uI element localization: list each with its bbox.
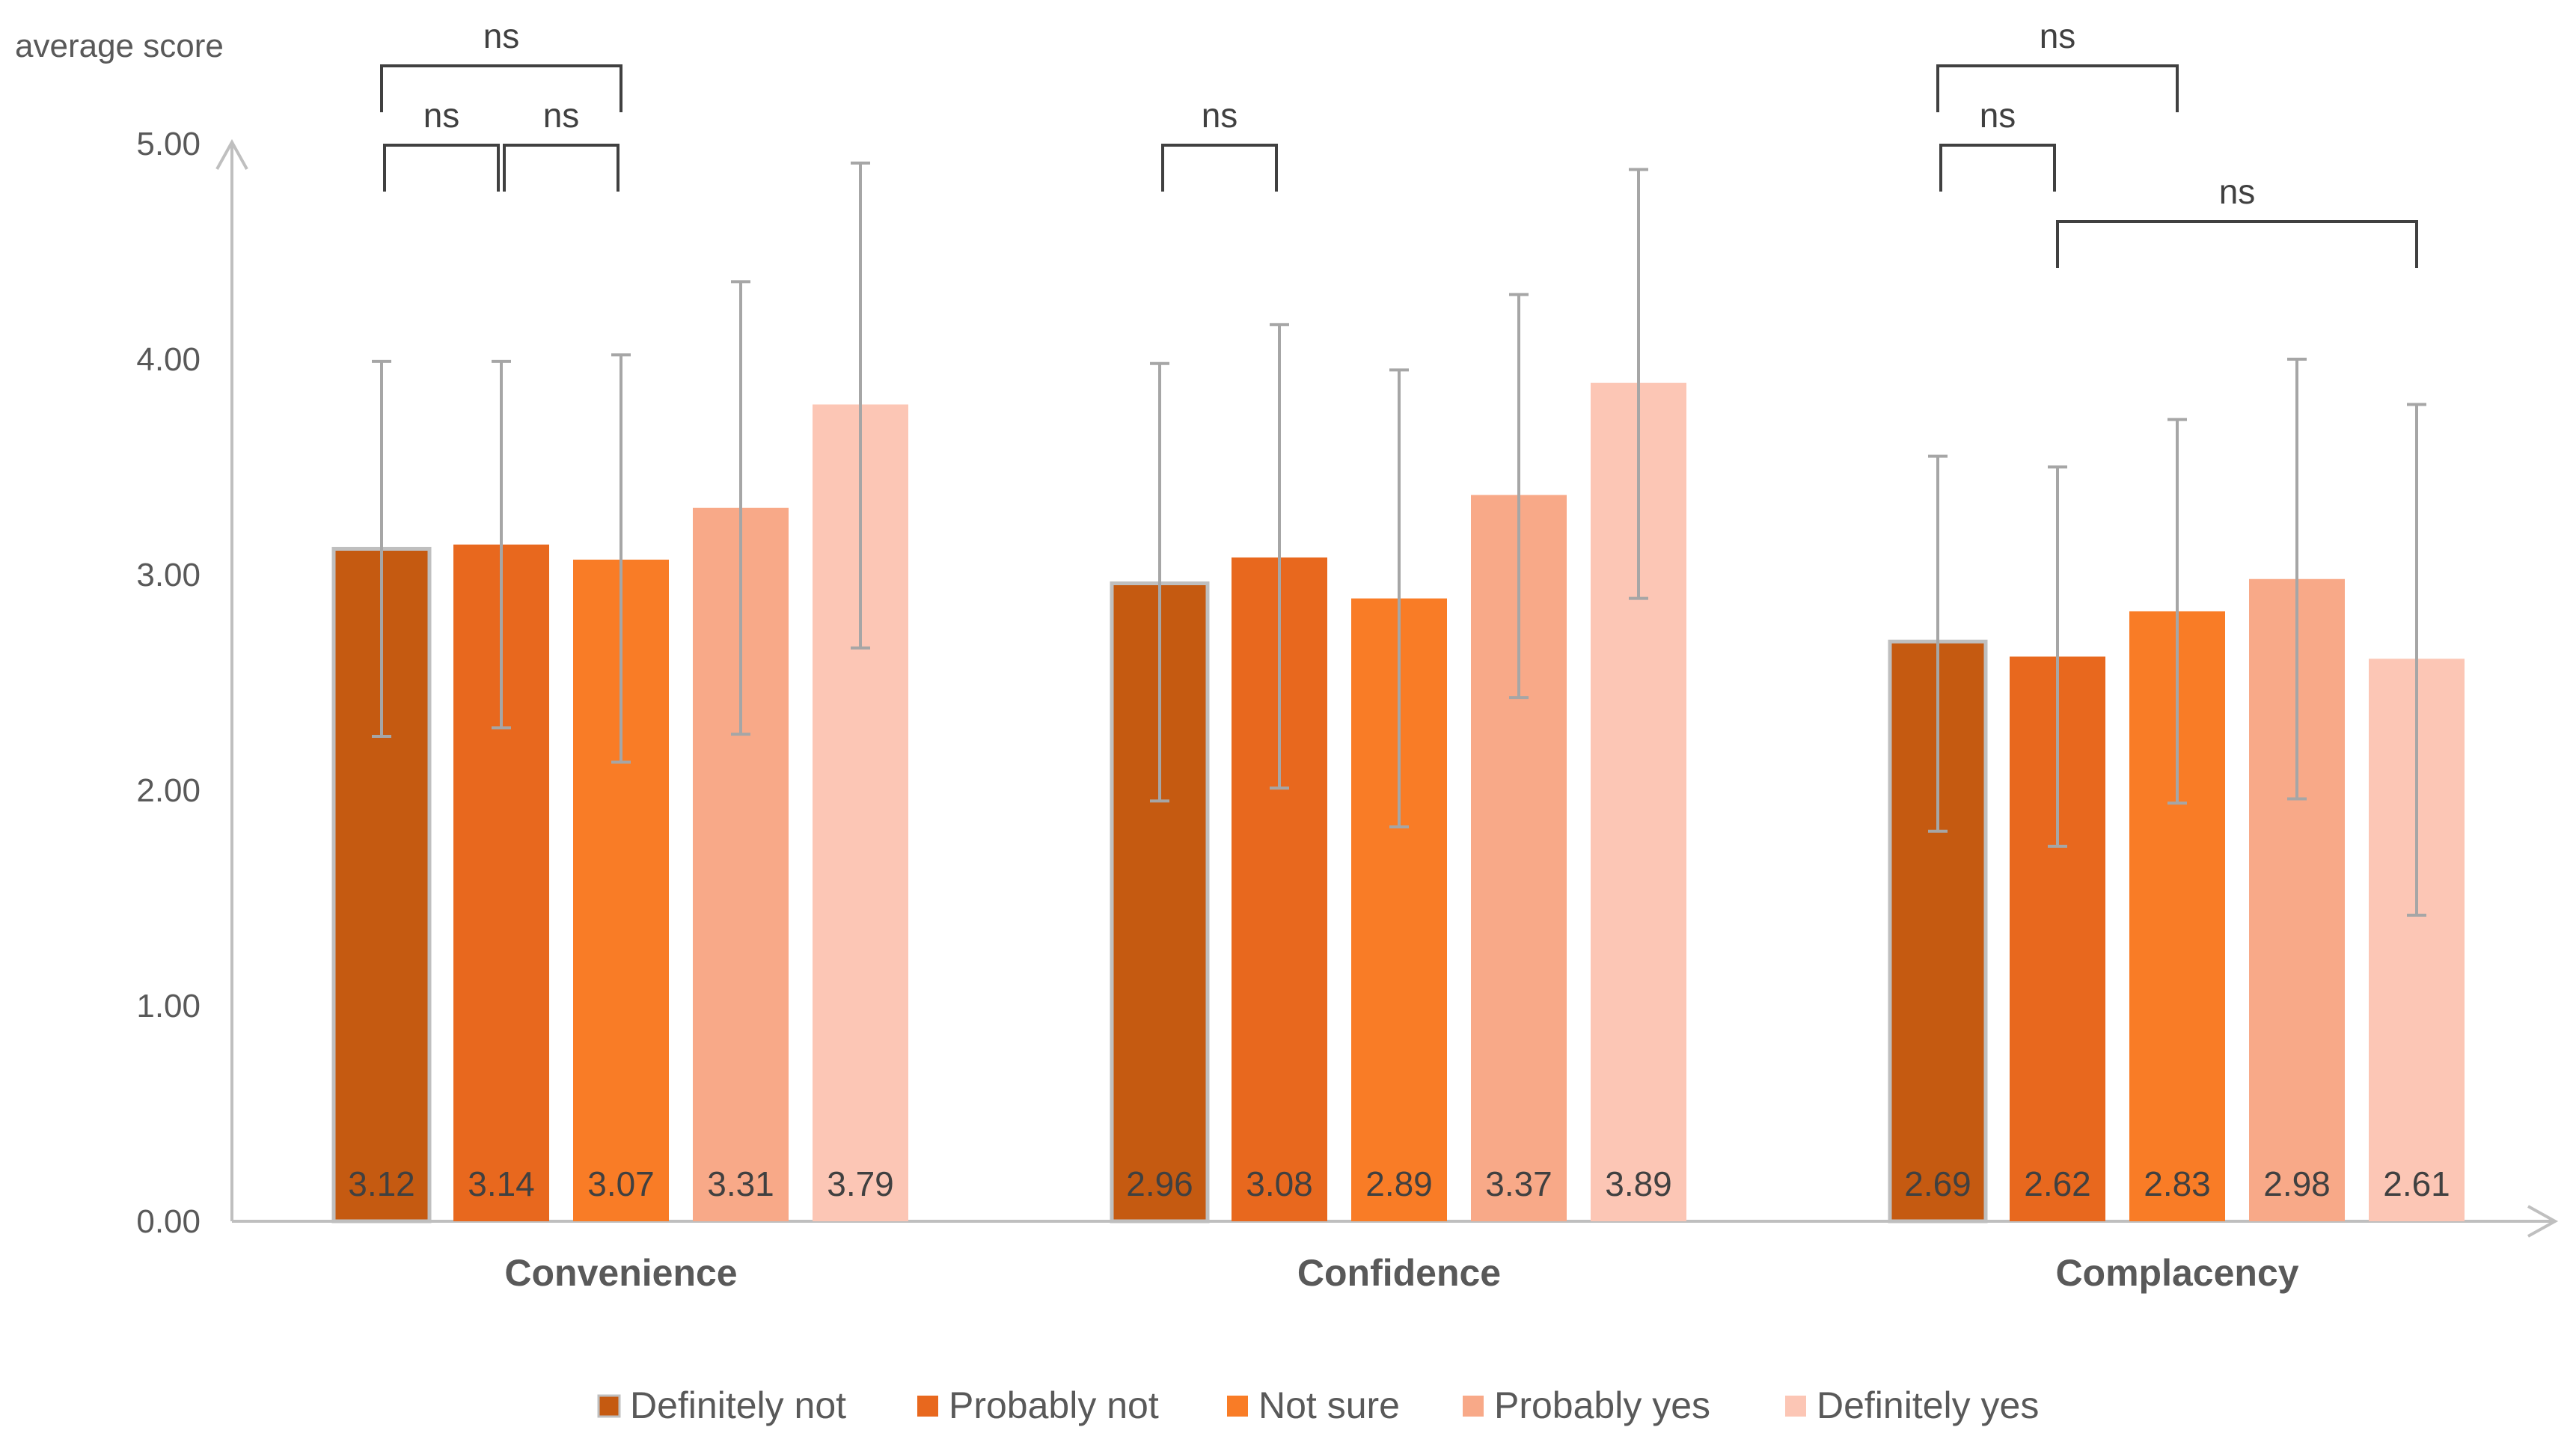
significance-label: ns xyxy=(1980,96,2016,135)
data-label: 2.96 xyxy=(1126,1164,1193,1203)
significance-bracket xyxy=(1161,144,1278,192)
legend-label: Probably yes xyxy=(1494,1384,1710,1426)
y-axis-arrow xyxy=(215,138,248,170)
legend-swatch xyxy=(1785,1396,1806,1417)
y-tick-label: 0.00 xyxy=(136,1203,201,1240)
x-axis-arrow xyxy=(2527,1205,2559,1238)
significance-label: ns xyxy=(2040,16,2076,55)
significance-bracket xyxy=(1936,64,2179,112)
y-tick-label: 1.00 xyxy=(136,988,201,1024)
significance-label: ns xyxy=(483,16,520,55)
legend-label: Definitely not xyxy=(630,1384,846,1426)
y-tick-label: 4.00 xyxy=(136,341,201,378)
data-label: 3.08 xyxy=(1246,1164,1313,1203)
data-label: 3.31 xyxy=(707,1164,774,1203)
x-category-label: Confidence xyxy=(1297,1252,1501,1294)
significance-bracket xyxy=(383,144,500,192)
y-tick-label: 2.00 xyxy=(136,772,201,809)
y-tick-label: 5.00 xyxy=(136,126,201,162)
significance-label: ns xyxy=(543,96,580,135)
significance-bracket xyxy=(503,144,619,192)
y-tick-label: 3.00 xyxy=(136,557,201,593)
significance-bracket xyxy=(1939,144,2056,192)
data-label: 2.83 xyxy=(2144,1164,2211,1203)
data-label: 3.14 xyxy=(468,1164,535,1203)
data-label: 3.37 xyxy=(1485,1164,1552,1203)
data-label: 2.89 xyxy=(1365,1164,1433,1203)
data-label: 3.07 xyxy=(587,1164,655,1203)
legend-label: Definitely yes xyxy=(1817,1384,2039,1426)
legend-swatch xyxy=(917,1396,938,1417)
x-category-label: Convenience xyxy=(504,1252,737,1294)
significance-bracket xyxy=(380,64,622,112)
data-label: 2.98 xyxy=(2263,1164,2331,1203)
significance-label: ns xyxy=(2219,172,2256,211)
significance-label: ns xyxy=(1202,96,1238,135)
legend-swatch xyxy=(1463,1396,1484,1417)
significance-annotations: ns ns ns ns ns ns ns xyxy=(380,16,2418,268)
error-bars xyxy=(372,161,2426,917)
data-labels: 3.12 2.96 2.69 3.14 3.08 2.62 3.07 2.89 2.83 3.31… xyxy=(348,1164,2450,1203)
legend-label: Probably not xyxy=(949,1384,1159,1426)
y-axis-title: average score xyxy=(15,28,224,64)
significance-label: ns xyxy=(423,96,460,135)
data-label: 3.89 xyxy=(1605,1164,1672,1203)
data-label: 2.61 xyxy=(2383,1164,2450,1203)
data-label: 3.79 xyxy=(827,1164,894,1203)
data-label: 2.62 xyxy=(2024,1164,2091,1203)
legend: Definitely not Probably not Not sure Probab… xyxy=(597,1384,2039,1426)
x-category-label: Complacency xyxy=(2055,1252,2298,1294)
legend-swatch xyxy=(597,1394,621,1418)
legend-label: Not sure xyxy=(1258,1384,1400,1426)
data-label: 2.69 xyxy=(1904,1164,1971,1203)
data-label: 3.12 xyxy=(348,1164,415,1203)
legend-swatch xyxy=(1227,1396,1248,1417)
significance-bracket xyxy=(2056,220,2418,268)
